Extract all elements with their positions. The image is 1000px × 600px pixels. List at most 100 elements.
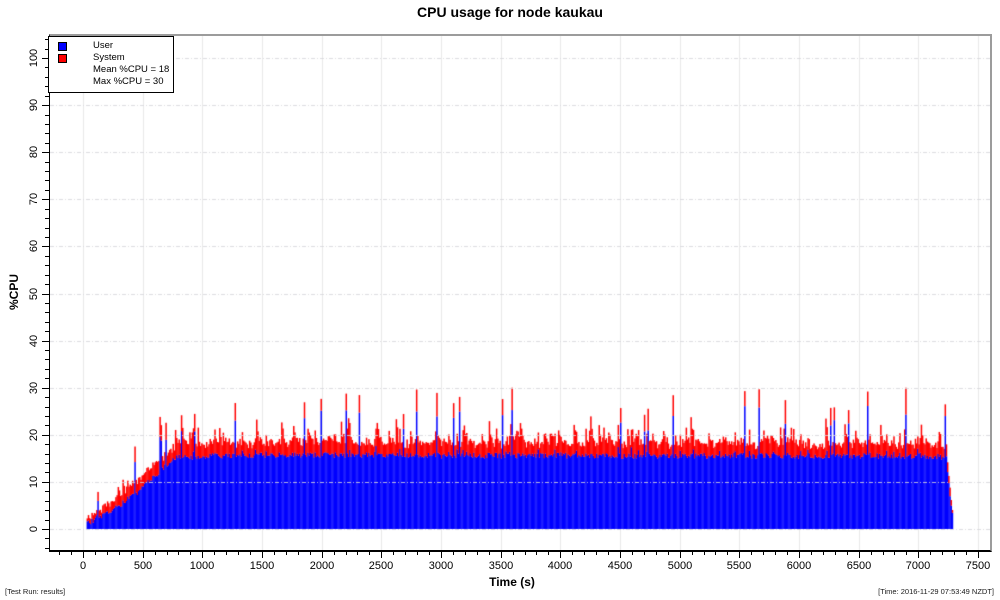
y-tick-label: 60 <box>28 239 40 253</box>
x-minor-tick <box>369 551 370 555</box>
x-minor-tick <box>334 551 335 555</box>
x-tick-label: 1500 <box>249 560 275 572</box>
x-minor-tick <box>310 551 311 555</box>
x-minor-tick <box>59 551 60 555</box>
x-minor-tick <box>548 551 549 555</box>
x-minor-tick <box>883 551 884 555</box>
y-minor-tick <box>45 86 49 87</box>
y-tick-label: 30 <box>28 381 40 395</box>
y-minor-tick <box>45 67 49 68</box>
y-minor-tick <box>45 444 49 445</box>
x-minor-tick <box>608 551 609 555</box>
x-minor-tick <box>644 551 645 555</box>
y-tick-label: 40 <box>28 334 40 348</box>
x-tick-label: 0 <box>79 560 87 572</box>
x-axis-title: Time (s) <box>489 575 535 589</box>
y-minor-tick <box>45 265 49 266</box>
x-major-tick <box>501 551 502 558</box>
test-run-footer: [Test Run: results] <box>5 587 66 596</box>
y-minor-tick <box>45 256 49 257</box>
x-minor-tick <box>298 551 299 555</box>
x-tick-label: 1000 <box>189 560 215 572</box>
x-minor-tick <box>811 551 812 555</box>
x-minor-tick <box>238 551 239 555</box>
x-minor-tick <box>393 551 394 555</box>
x-minor-tick <box>226 551 227 555</box>
y-minor-tick <box>45 397 49 398</box>
x-minor-tick <box>429 551 430 555</box>
x-minor-tick <box>536 551 537 555</box>
x-minor-tick <box>405 551 406 555</box>
y-minor-tick <box>45 510 49 511</box>
x-minor-tick <box>894 551 895 555</box>
y-major-tick <box>42 341 49 342</box>
y-axis-title: %CPU <box>7 273 21 311</box>
y-major-tick <box>42 246 49 247</box>
legend-stat-max: Max %CPU = 30 <box>49 76 173 88</box>
x-minor-tick <box>584 551 585 555</box>
y-minor-tick <box>45 209 49 210</box>
y-minor-tick <box>45 143 49 144</box>
x-minor-tick <box>286 551 287 555</box>
x-tick-label: 500 <box>133 560 153 572</box>
y-tick-label: 0 <box>28 525 40 533</box>
y-minor-tick <box>45 350 49 351</box>
x-minor-tick <box>632 551 633 555</box>
y-minor-tick <box>45 322 49 323</box>
y-major-tick <box>42 388 49 389</box>
legend-mean-text: Mean %CPU = 18 <box>93 64 170 75</box>
y-tick-label: 90 <box>28 98 40 112</box>
y-minor-tick <box>45 312 49 313</box>
x-minor-tick <box>453 551 454 555</box>
y-minor-tick <box>45 491 49 492</box>
y-minor-tick <box>45 218 49 219</box>
x-minor-tick <box>95 551 96 555</box>
x-minor-tick <box>704 551 705 555</box>
x-minor-tick <box>966 551 967 555</box>
x-major-tick <box>978 551 979 558</box>
y-minor-tick <box>45 124 49 125</box>
x-minor-tick <box>763 551 764 555</box>
y-minor-tick <box>45 171 49 172</box>
x-tick-label: 5000 <box>667 560 693 572</box>
x-major-tick <box>918 551 919 558</box>
x-tick-label: 5500 <box>726 560 752 572</box>
x-tick-label: 3500 <box>488 560 514 572</box>
y-major-tick <box>42 294 49 295</box>
x-minor-tick <box>942 551 943 555</box>
y-minor-tick <box>45 303 49 304</box>
x-minor-tick <box>178 551 179 555</box>
y-minor-tick <box>45 331 49 332</box>
x-minor-tick <box>656 551 657 555</box>
x-major-tick <box>322 551 323 558</box>
legend: User System Mean %CPU = 18 Max %CPU = 30 <box>48 36 174 93</box>
y-minor-tick <box>45 425 49 426</box>
x-tick-label: 2500 <box>368 560 394 572</box>
x-minor-tick <box>751 551 752 555</box>
x-major-tick <box>620 551 621 558</box>
legend-max-text: Max %CPU = 30 <box>93 76 164 87</box>
y-major-tick <box>42 482 49 483</box>
x-minor-tick <box>871 551 872 555</box>
x-major-tick <box>859 551 860 558</box>
y-major-tick <box>42 58 49 59</box>
x-major-tick <box>680 551 681 558</box>
y-minor-tick <box>45 237 49 238</box>
x-minor-tick <box>119 551 120 555</box>
chart-title: CPU usage for node kaukau <box>417 4 603 20</box>
y-minor-tick <box>45 228 49 229</box>
y-tick-label: 50 <box>28 287 40 301</box>
x-major-tick <box>441 551 442 558</box>
x-major-tick <box>381 551 382 558</box>
y-minor-tick <box>45 115 49 116</box>
x-minor-tick <box>489 551 490 555</box>
cpu-usage-area-chart <box>50 36 990 550</box>
x-major-tick <box>262 551 263 558</box>
x-minor-tick <box>357 551 358 555</box>
y-major-tick <box>42 199 49 200</box>
y-tick-label: 100 <box>28 48 40 68</box>
y-major-tick <box>42 152 49 153</box>
y-minor-tick <box>45 501 49 502</box>
y-minor-tick <box>45 463 49 464</box>
x-major-tick <box>143 551 144 558</box>
